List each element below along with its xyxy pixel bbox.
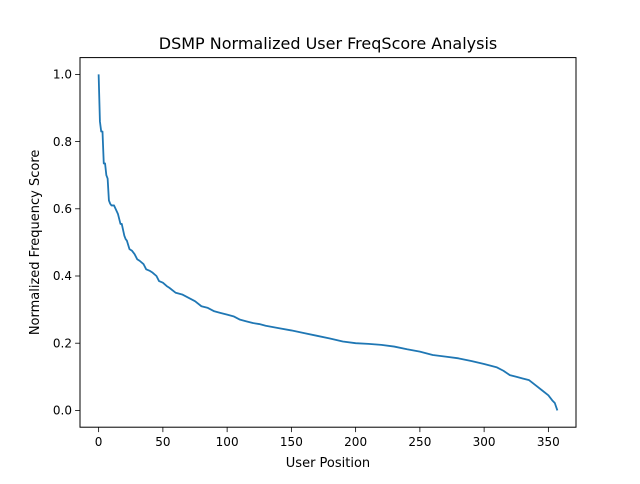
x-tick-label: 250	[408, 435, 431, 449]
x-tick-label: 300	[473, 435, 496, 449]
x-tick-label: 200	[344, 435, 367, 449]
y-tick-label: 0.4	[53, 269, 72, 283]
x-tick-label: 0	[95, 435, 103, 449]
x-tick-label: 50	[155, 435, 170, 449]
series-layer	[97, 74, 559, 411]
plot-area-frame	[79, 57, 577, 428]
y-tick-label: 0.6	[53, 202, 72, 216]
x-tick-label: 150	[280, 435, 303, 449]
x-axis-label: User Position	[286, 456, 370, 471]
series-line-0	[97, 74, 559, 411]
y-tick-label: 0.8	[53, 135, 72, 149]
y-tick-label: 0.0	[53, 404, 72, 418]
y-axis: 0.0 0.2 0.4 0.6 0.8 1.0	[53, 68, 80, 418]
x-tick-label: 100	[216, 435, 239, 449]
y-tick-label: 0.2	[53, 336, 72, 350]
y-tick-label: 1.0	[53, 68, 72, 82]
chart-title: DSMP Normalized User FreqScore Analysis	[159, 34, 497, 53]
x-tick-label: 350	[537, 435, 560, 449]
y-axis-label: Normalized Frequency Score	[28, 150, 43, 336]
x-axis: 0 50 100 150 200 250 300 350	[95, 427, 560, 449]
